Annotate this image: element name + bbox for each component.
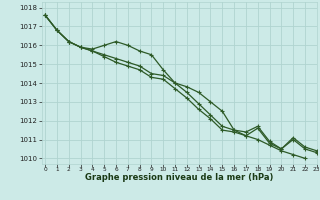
X-axis label: Graphe pression niveau de la mer (hPa): Graphe pression niveau de la mer (hPa) [85, 173, 273, 182]
